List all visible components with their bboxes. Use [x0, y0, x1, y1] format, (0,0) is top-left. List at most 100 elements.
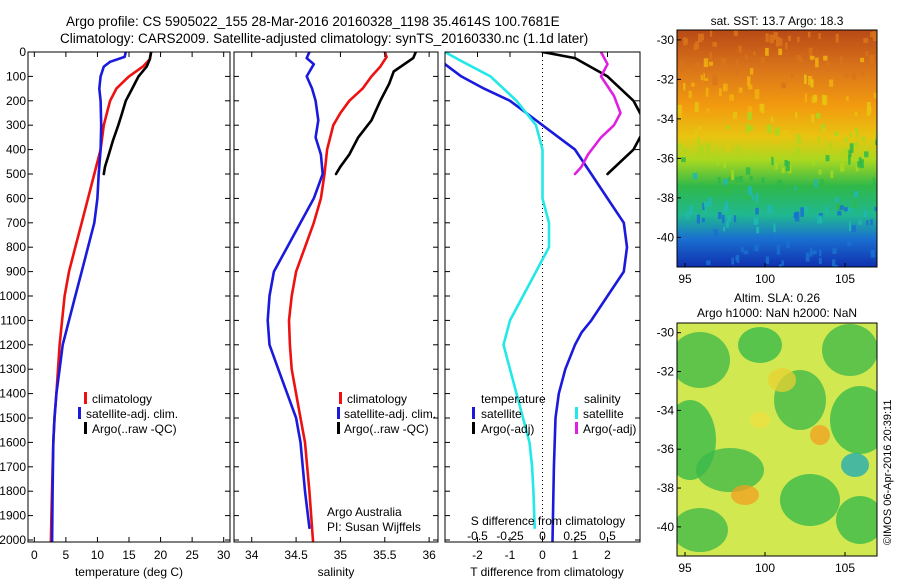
map-y-tick-label: -38	[657, 191, 675, 205]
sst-pixel	[816, 113, 821, 119]
x2-tick-label: 0	[539, 529, 546, 543]
sst-pixel	[800, 207, 805, 217]
sla-anomaly-blob	[841, 453, 869, 477]
y-tick-label: 300	[6, 118, 26, 132]
sst-pixel	[705, 87, 709, 97]
sst-pixel	[686, 211, 690, 219]
difference-x2label: S difference from climatology	[471, 514, 626, 528]
sst-pixel	[776, 244, 781, 255]
sst-pixel	[799, 58, 803, 63]
series-argo-raw-qc-	[334, 52, 418, 176]
sst-pixel	[851, 69, 857, 80]
sst-pixel	[828, 184, 832, 192]
sst-pixel	[766, 124, 772, 134]
map-x-tick-label: 105	[835, 272, 855, 286]
temperature-axes-frame	[27, 51, 231, 543]
sst-pixel	[718, 212, 722, 220]
sla-anomaly-blob	[810, 425, 830, 445]
sst-pixel	[870, 31, 874, 38]
sst-pixel	[843, 73, 849, 78]
x-tick-label: -1	[505, 548, 516, 562]
sst-pixel	[691, 82, 695, 87]
sst-pixel	[848, 155, 851, 165]
temperature-legend: climatology satellite-adj. clim. Argo(..…	[78, 392, 178, 436]
sla-map-title-line1: Altim. SLA: 0.26	[734, 291, 820, 305]
sst-pixel	[853, 191, 859, 198]
sst-pixel	[861, 69, 865, 77]
sst-pixel	[714, 183, 718, 192]
sst-pixel	[812, 94, 818, 103]
sst-pixel	[688, 90, 692, 99]
figure-title-line1: Argo profile: CS 5905022_155 28-Mar-2016…	[66, 14, 560, 29]
sst-pixel	[756, 226, 760, 234]
sst-pixel	[735, 59, 739, 66]
x2-tick-label: -0.5	[467, 529, 488, 543]
sla-anomaly-blob	[696, 448, 764, 492]
sst-pixel	[850, 132, 853, 138]
sst-pixel	[677, 104, 682, 115]
legend-label-climatology: climatology	[347, 392, 407, 406]
x-tick-label: 0	[31, 548, 38, 562]
sst-map-panel: sat. SST: 13.7 Argo: 18.3 95 100 105 -30 -3…	[657, 14, 878, 286]
sst-pixel	[818, 33, 821, 40]
legend-label-argo: Argo(..raw -QC)	[344, 422, 429, 436]
sst-pixel	[818, 169, 822, 175]
sst-pixel	[697, 137, 700, 144]
sst-pixel	[869, 54, 875, 65]
map-y-tick-label: -32	[657, 365, 675, 379]
sst-pixel	[830, 170, 834, 179]
sst-pixel	[781, 260, 784, 266]
sst-pixel	[845, 96, 849, 102]
sst-pixel	[704, 68, 709, 79]
x-tick-label: 30	[217, 548, 231, 562]
sst-pixel	[765, 33, 769, 43]
sst-pixel	[785, 42, 788, 50]
legend-label-t-satellite: satellite	[481, 407, 522, 421]
sst-pixel	[738, 45, 742, 53]
sst-pixel	[754, 89, 760, 99]
sst-pixel	[717, 177, 721, 184]
sst-pixel	[781, 83, 786, 89]
sst-pixel	[689, 205, 693, 216]
sst-pixel	[693, 43, 699, 49]
sst-pixel	[809, 55, 815, 60]
sst-pixel	[840, 56, 843, 64]
legend-label-climatology: climatology	[92, 392, 152, 406]
sst-pixel	[875, 138, 877, 145]
sst-pixel	[723, 226, 726, 232]
x2-tick-label: 0.5	[599, 529, 616, 543]
sst-pixel	[866, 220, 869, 226]
y-tick-label: 800	[6, 240, 26, 254]
sst-pixel	[767, 205, 773, 214]
sst-pixel	[774, 138, 779, 144]
sst-pixel	[769, 235, 773, 242]
sst-pixel	[702, 202, 705, 210]
sst-pixel	[678, 115, 682, 120]
x-tick-label: 34	[245, 548, 259, 562]
salinity-legend: climatology satellite-adj. clim. Argo(..…	[337, 392, 436, 436]
sst-pixel	[851, 130, 856, 137]
sst-pixel	[709, 52, 713, 60]
map-x-tick-label: 95	[678, 272, 692, 286]
y-tick-label: 0	[19, 45, 26, 59]
legend-swatch-t-argo	[472, 422, 475, 434]
sst-pixel	[872, 31, 877, 42]
sst-pixel	[852, 131, 856, 142]
sst-pixel	[863, 38, 869, 44]
sst-pixel	[684, 38, 689, 45]
sst-pixel	[844, 207, 848, 212]
sst-pixel	[696, 214, 701, 224]
sst-pixel	[706, 147, 710, 158]
sst-pixel	[812, 250, 817, 255]
x-tick-label: 25	[185, 548, 199, 562]
sst-pixel	[747, 186, 753, 196]
sst-pixel	[837, 210, 842, 216]
sst-pixel	[860, 159, 864, 169]
x-tick-label: 35	[334, 548, 348, 562]
sst-pixel	[832, 247, 837, 255]
sst-pixel	[840, 163, 845, 172]
x-tick-label: 10	[91, 548, 105, 562]
y-tick-label: 1100	[0, 313, 26, 327]
y-tick-label: 1400	[0, 387, 26, 401]
sla-anomaly-blob	[768, 368, 796, 392]
